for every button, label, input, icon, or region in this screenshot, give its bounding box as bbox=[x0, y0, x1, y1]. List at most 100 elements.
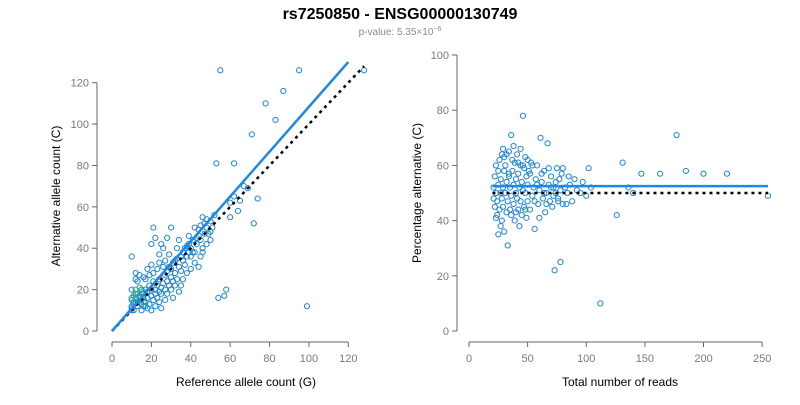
pvalue-text: p-value: 5.35×10 bbox=[359, 27, 434, 38]
data-point bbox=[191, 259, 198, 266]
data-point bbox=[523, 214, 530, 221]
x-tick-label: 50 bbox=[522, 353, 534, 365]
data-point bbox=[526, 170, 534, 177]
data-point bbox=[555, 195, 562, 202]
data-point bbox=[227, 199, 234, 206]
panel-percentage-alternative: 0 50 100 150 200 250 0 20 40 60 80 100 Total number … bbox=[410, 50, 771, 389]
data-point bbox=[303, 303, 311, 310]
data-point bbox=[181, 245, 188, 252]
data-point bbox=[169, 294, 177, 301]
reference-line bbox=[111, 65, 365, 332]
data-point bbox=[498, 217, 505, 224]
x-tick-label: 200 bbox=[694, 353, 712, 365]
data-point bbox=[563, 200, 570, 208]
panel-allele-counts: 0 20 40 60 80 100 120 0 20 40 60 80 100 120 Reference … bbox=[49, 61, 368, 389]
data-point bbox=[540, 189, 548, 197]
data-point bbox=[134, 278, 141, 285]
data-point bbox=[144, 265, 151, 273]
data-point bbox=[154, 265, 161, 273]
data-point bbox=[360, 67, 368, 74]
data-point bbox=[557, 258, 564, 266]
data-point bbox=[638, 170, 645, 177]
data-point bbox=[518, 211, 525, 219]
data-point bbox=[492, 162, 500, 169]
data-point bbox=[162, 296, 169, 304]
data-point bbox=[550, 192, 557, 199]
data-point bbox=[136, 284, 143, 291]
data-point bbox=[533, 162, 541, 169]
data-point bbox=[148, 240, 155, 248]
data-point bbox=[516, 223, 523, 230]
data-point bbox=[521, 165, 528, 172]
x-tick-label: 20 bbox=[145, 353, 157, 365]
data-point bbox=[497, 223, 504, 230]
x-tick-label: 0 bbox=[109, 353, 115, 365]
data-point bbox=[128, 286, 135, 293]
data-point bbox=[682, 167, 690, 175]
data-point bbox=[531, 225, 538, 232]
data-point bbox=[150, 224, 157, 231]
data-point bbox=[559, 200, 566, 208]
data-point bbox=[524, 198, 531, 205]
data-point bbox=[511, 217, 518, 224]
data-point bbox=[555, 198, 562, 205]
data-point bbox=[657, 170, 664, 177]
pvalue-exponent: −6 bbox=[433, 26, 441, 33]
data-point bbox=[549, 203, 556, 210]
y-tick-label: 0 bbox=[83, 326, 89, 338]
data-point bbox=[160, 245, 167, 252]
data-point bbox=[495, 167, 502, 175]
data-point bbox=[517, 145, 524, 152]
data-point bbox=[552, 178, 559, 186]
data-point bbox=[613, 211, 620, 219]
data-point bbox=[630, 189, 637, 197]
x-tick-label: 120 bbox=[339, 353, 357, 365]
data-point bbox=[254, 195, 261, 202]
data-point bbox=[142, 276, 149, 283]
data-point bbox=[545, 165, 552, 172]
data-point bbox=[230, 160, 238, 167]
data-point bbox=[203, 240, 210, 248]
data-point bbox=[262, 100, 269, 107]
data-point bbox=[494, 211, 501, 219]
data-point bbox=[538, 178, 545, 186]
y-tick-label: 40 bbox=[77, 243, 89, 255]
data-point bbox=[148, 261, 155, 268]
y-axis-label: Alternative allele count (C) bbox=[49, 126, 63, 267]
data-point bbox=[213, 160, 220, 167]
data-point bbox=[519, 112, 527, 119]
y-tick-label: 100 bbox=[71, 119, 89, 131]
data-point bbox=[166, 251, 173, 258]
y-axis-label: Percentage alternative (C) bbox=[410, 123, 424, 263]
y-tick-label: 0 bbox=[443, 326, 449, 338]
data-point bbox=[515, 170, 522, 177]
data-point bbox=[177, 267, 185, 275]
data-point bbox=[510, 142, 517, 150]
data-point bbox=[158, 290, 165, 297]
data-point bbox=[185, 232, 192, 239]
x-tick-label: 100 bbox=[577, 353, 595, 365]
data-point bbox=[539, 195, 546, 202]
data-point bbox=[508, 192, 515, 199]
data-point bbox=[250, 220, 257, 227]
data-point bbox=[175, 236, 183, 244]
data-point bbox=[529, 162, 536, 169]
data-point bbox=[515, 159, 522, 166]
data-point bbox=[295, 67, 303, 74]
x-axis-label: Total number of reads bbox=[562, 375, 678, 389]
data-point bbox=[223, 286, 230, 293]
data-point bbox=[199, 245, 206, 252]
y-tick-label: 100 bbox=[431, 50, 449, 62]
data-point bbox=[497, 176, 504, 183]
x-tick-label: 150 bbox=[636, 353, 654, 365]
data-point bbox=[185, 240, 192, 248]
data-point bbox=[526, 206, 534, 213]
data-point bbox=[553, 165, 561, 172]
data-point bbox=[167, 224, 175, 231]
x-tick-label: 80 bbox=[263, 353, 275, 365]
data-point bbox=[512, 209, 520, 216]
data-point bbox=[522, 206, 529, 213]
data-point bbox=[491, 203, 498, 210]
data-point bbox=[160, 263, 167, 270]
data-point bbox=[148, 307, 155, 314]
